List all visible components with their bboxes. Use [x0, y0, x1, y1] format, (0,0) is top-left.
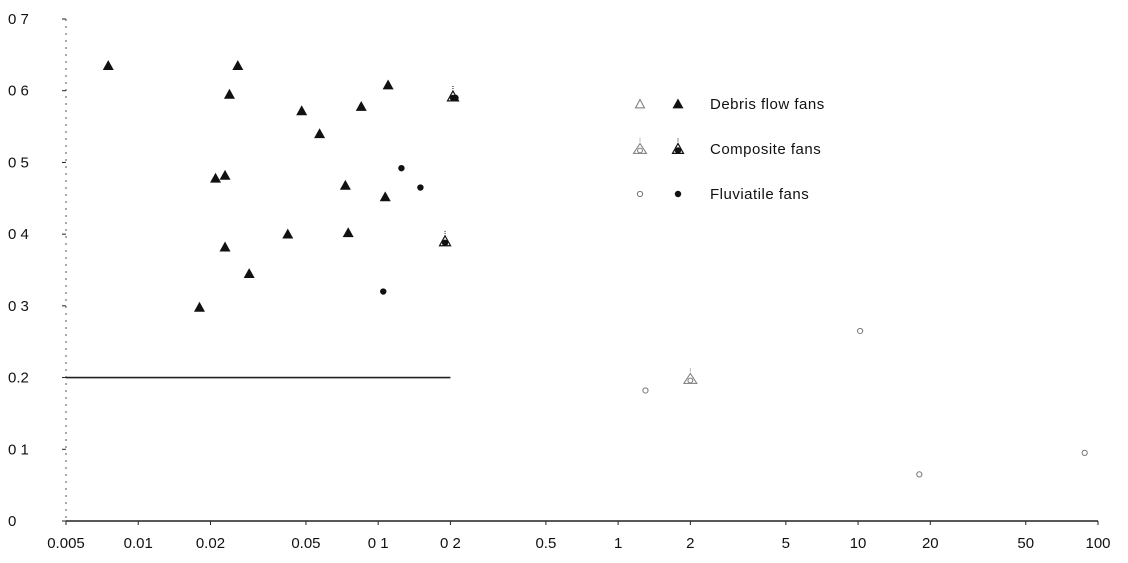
data-point: [219, 241, 231, 252]
series-0: [102, 60, 394, 312]
data-point: [342, 227, 354, 238]
data-point: [682, 368, 698, 384]
legend-item: Fluviatile fans: [636, 186, 809, 203]
x-tick-label: 10: [850, 535, 867, 552]
data-point: [102, 60, 114, 71]
legend-open-marker: [634, 98, 646, 109]
series-4: [682, 368, 698, 384]
y-tick-label: 0 7: [8, 11, 29, 28]
x-tick-label: 0.01: [124, 535, 153, 552]
data-point: [916, 471, 923, 478]
legend-label: Fluviatile fans: [710, 186, 809, 203]
y-tick-label: 0 3: [8, 298, 29, 315]
x-tick-label: 0 2: [440, 535, 461, 552]
x-tick-label: 20: [922, 535, 939, 552]
data-point: [193, 301, 205, 312]
data-points: [102, 60, 1088, 478]
y-tick-label: 0.2: [8, 370, 29, 387]
legend-label: Debris flow fans: [710, 96, 825, 113]
data-point: [282, 228, 294, 239]
data-point: [296, 105, 308, 116]
legend-marker: [671, 138, 685, 154]
legend-item: Composite fans: [632, 138, 821, 158]
series-1: [438, 85, 460, 247]
series-2: [380, 94, 459, 295]
data-point: [1081, 449, 1088, 456]
y-tick-label: 0 4: [8, 226, 29, 243]
x-tick-label: 0.05: [291, 535, 320, 552]
data-point: [382, 79, 394, 90]
axes: 0.005 0.01 0.02 0.05 0 1 0 2 0.5 1 2 5 10 20 50 100 0 0…: [8, 11, 1111, 552]
y-tick-label: 0: [8, 513, 16, 530]
data-point: [379, 191, 391, 202]
legend-marker: [672, 98, 684, 109]
legend-marker: [674, 190, 682, 198]
legend-item: Debris flow fans: [634, 96, 825, 113]
y-tick-label: 0 5: [8, 154, 29, 171]
data-point: [210, 172, 222, 183]
data-point: [339, 179, 351, 190]
x-tick-label: 0.5: [535, 535, 556, 552]
data-point: [398, 164, 405, 172]
x-tick-label: 1: [614, 535, 622, 552]
x-tick-label: 0 1: [368, 535, 389, 552]
data-point: [314, 128, 326, 139]
data-point: [243, 268, 255, 278]
y-tick-label: 0 1: [8, 441, 29, 458]
x-tick-label: 0.02: [196, 535, 225, 552]
x-tick-label: 2: [686, 535, 694, 552]
legend-label: Composite fans: [710, 141, 821, 158]
x-tick-label: 5: [782, 535, 790, 552]
data-point: [857, 327, 864, 335]
legend-open-marker: [632, 138, 648, 154]
series-3: [642, 327, 1088, 478]
data-point: [642, 387, 649, 394]
data-point: [452, 94, 459, 102]
x-tick-label: 100: [1085, 535, 1110, 552]
data-point: [438, 230, 452, 247]
data-point: [219, 169, 231, 180]
legend: Debris flow fans Composite fans Fluviatile…: [632, 96, 825, 203]
data-point: [223, 88, 235, 99]
y-tick-label: 0 6: [8, 83, 29, 100]
legend-open-marker: [636, 190, 644, 198]
data-point: [380, 288, 387, 295]
data-point: [417, 184, 424, 191]
data-point: [232, 60, 244, 71]
x-tick-label: 0.005: [47, 535, 85, 552]
x-tick-label: 50: [1017, 535, 1034, 552]
data-point: [355, 100, 367, 111]
